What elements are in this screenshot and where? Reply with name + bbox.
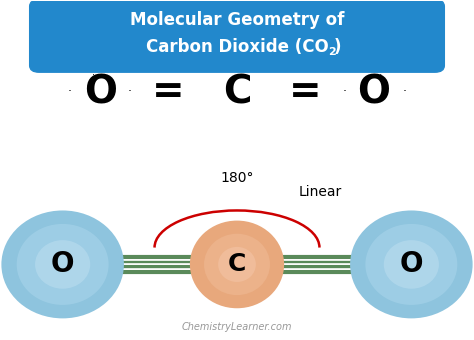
Text: 180°: 180° [220,171,254,185]
Text: O: O [400,251,423,278]
Text: ·: · [68,85,72,98]
Text: ·: · [402,85,406,98]
Ellipse shape [1,210,124,318]
Text: ·  ·: · · [92,70,104,80]
Text: O: O [51,251,74,278]
Text: C: C [223,73,251,112]
Text: 2: 2 [328,47,336,57]
Text: ChemistryLearner.com: ChemistryLearner.com [182,322,292,332]
Ellipse shape [218,247,256,282]
Ellipse shape [204,234,270,295]
Text: C: C [228,252,246,276]
Text: ·  ·: · · [370,70,382,80]
Text: Molecular Geometry of: Molecular Geometry of [130,11,344,29]
Text: O: O [84,73,117,112]
Ellipse shape [35,240,90,289]
Text: O: O [357,73,390,112]
Text: ): ) [334,38,342,56]
Text: ·: · [128,85,132,98]
Text: Carbon Dioxide (CO: Carbon Dioxide (CO [146,38,328,56]
Text: =: = [152,73,185,112]
Text: ·: · [342,85,346,98]
Ellipse shape [17,224,109,305]
Text: =: = [289,73,322,112]
Ellipse shape [190,221,284,308]
Ellipse shape [384,240,439,289]
Ellipse shape [365,224,457,305]
Ellipse shape [350,210,473,318]
FancyBboxPatch shape [30,0,444,72]
Text: Linear: Linear [298,185,341,199]
